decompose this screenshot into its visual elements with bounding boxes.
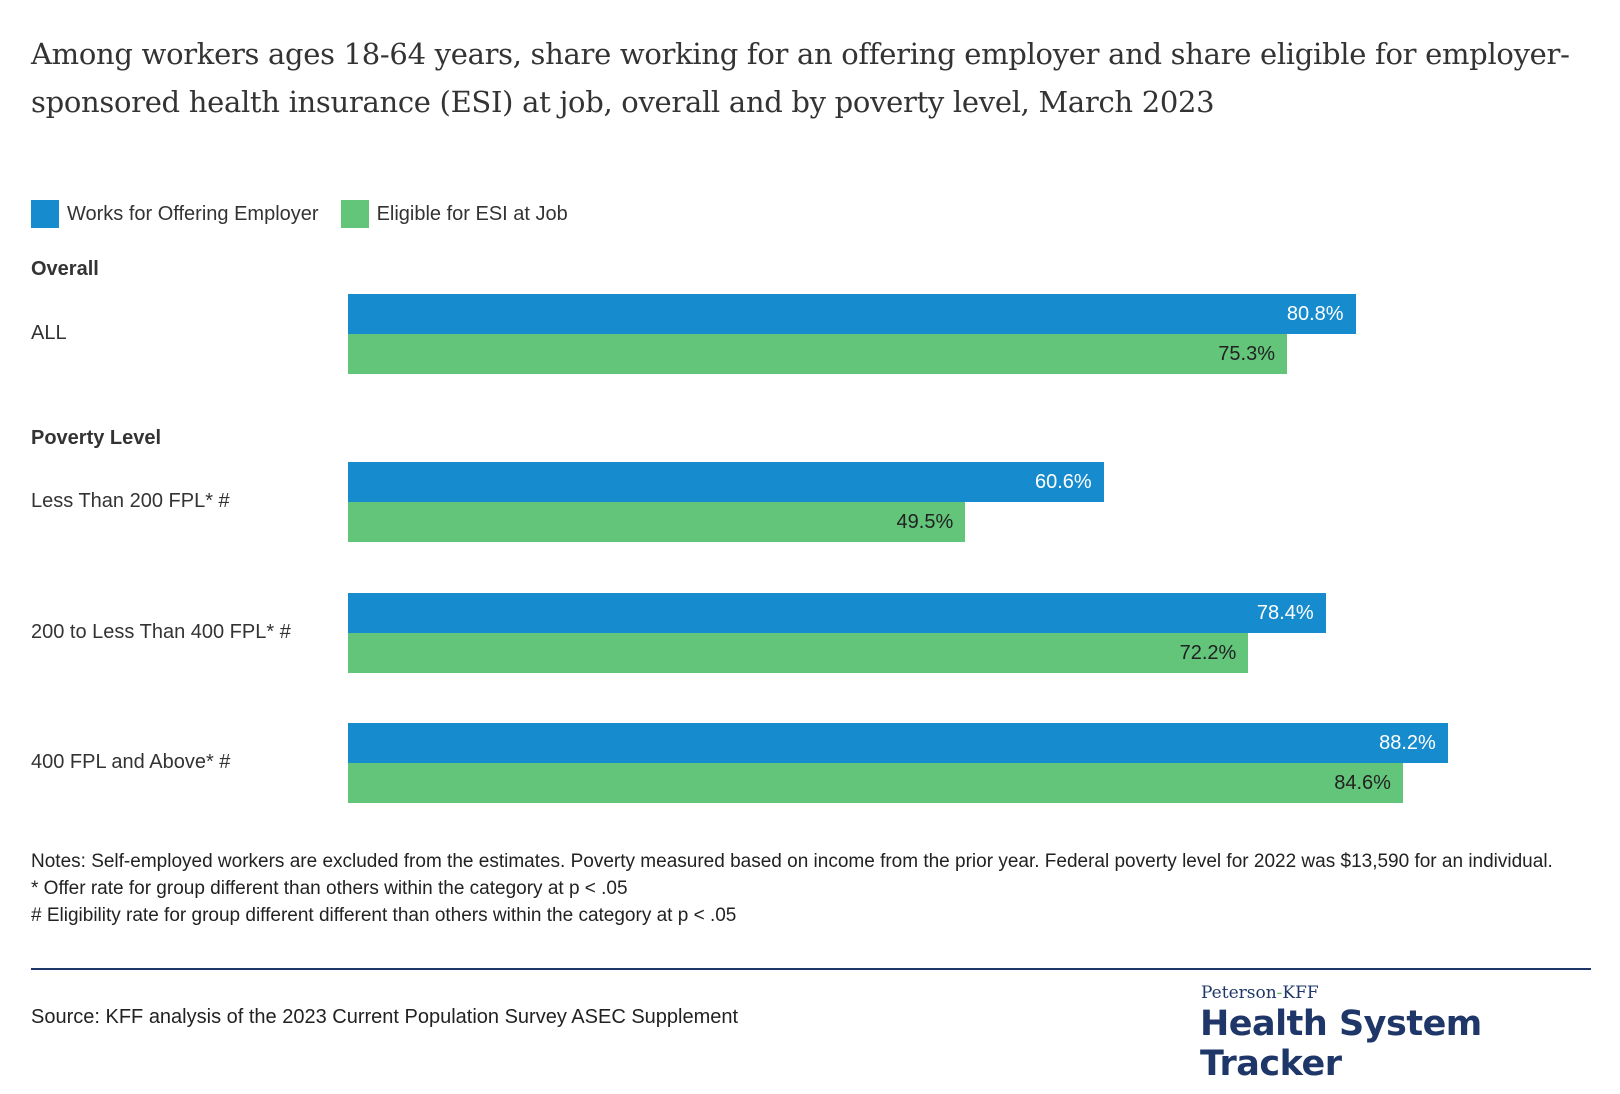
category-label: Less Than 200 FPL* # (31, 490, 230, 512)
section-label-overall: Overall (31, 258, 99, 280)
category-label: 200 to Less Than 400 FPL* # (31, 621, 291, 643)
bar-offering: 78.4% (348, 593, 1326, 633)
source: Source: KFF analysis of the 2023 Current… (31, 1006, 739, 1028)
note-line: Notes: Self-employed workers are exclude… (31, 851, 1553, 872)
note-line: # Eligibility rate for group different d… (31, 905, 737, 926)
legend-label-eligible: Eligible for ESI at Job (376, 202, 568, 225)
data-label: 88.2% (1379, 732, 1436, 754)
data-label: 78.4% (1256, 602, 1314, 624)
data-label: 75.3% (1218, 343, 1275, 365)
divider (31, 968, 1591, 970)
notes: Notes: Self-employed workers are exclude… (31, 848, 1601, 929)
legend-swatch-eligible (340, 200, 369, 228)
chart-title: Among workers ages 18-64 years, share wo… (31, 37, 1570, 119)
legend-swatch-offering (31, 200, 59, 228)
category-label: ALL (31, 322, 67, 344)
data-label: 72.2% (1179, 642, 1237, 664)
bar-eligible: 75.3% (348, 334, 1287, 374)
data-label: 49.5% (896, 511, 954, 533)
section-label-poverty: Poverty Level (31, 427, 162, 449)
data-label: 84.6% (1334, 772, 1391, 794)
bar-eligible: 72.2% (348, 633, 1249, 673)
legend: Works for Offering Employer Eligible for… (31, 200, 590, 228)
bar-offering: 88.2% (348, 723, 1448, 763)
category-label: 400 FPL and Above* # (31, 751, 231, 773)
bar-eligible: 84.6% (348, 763, 1403, 803)
bar-offering: 60.6% (348, 462, 1104, 502)
note-line: * Offer rate for group different than ot… (31, 878, 628, 899)
legend-label-offering: Works for Offering Employer (67, 202, 319, 225)
logo-peterson-kff: Peterson-KFF (1201, 983, 1319, 1003)
bar-eligible: 49.5% (348, 502, 966, 542)
data-label: 80.8% (1286, 303, 1344, 325)
logo-health-system-tracker: Health System Tracker (1200, 1004, 1482, 1084)
legend-item-offering: Works for Offering Employer (31, 200, 319, 228)
data-label: 60.6% (1034, 471, 1092, 493)
bar-offering: 80.8% (348, 294, 1356, 334)
legend-item-eligible: Eligible for ESI at Job (340, 200, 568, 228)
